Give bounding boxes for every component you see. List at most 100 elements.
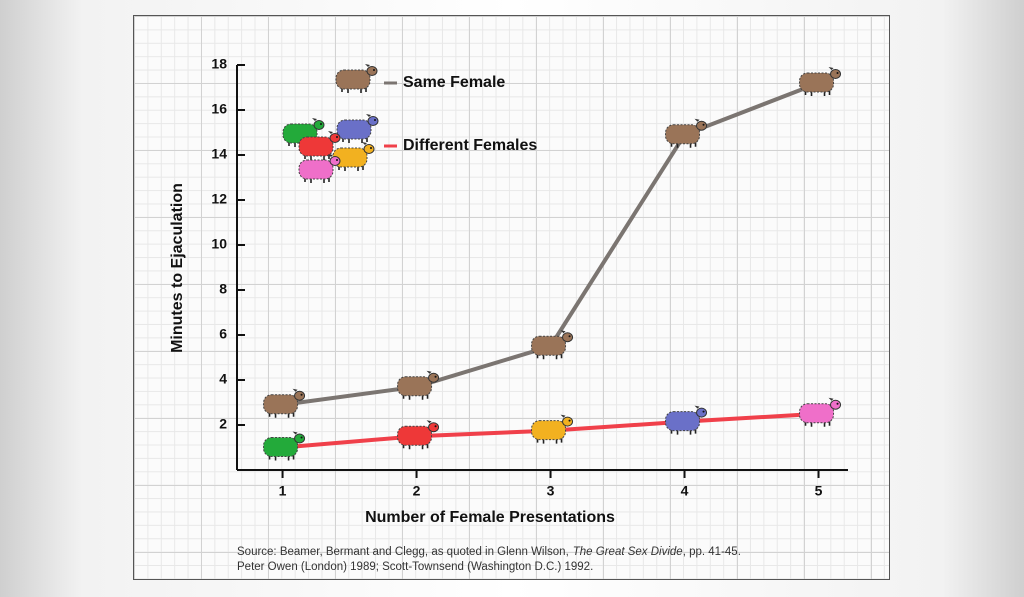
sheep-ear — [694, 118, 700, 122]
sheep-body — [397, 376, 433, 397]
sheep-ear — [560, 414, 566, 418]
sheep-ear — [292, 388, 298, 392]
sheep-eye — [434, 425, 437, 428]
sheep-body — [665, 411, 701, 432]
sheep-ear — [328, 154, 333, 157]
sheep-ear — [362, 142, 367, 145]
sheep-ear — [426, 370, 432, 374]
y-axis-title: Minutes to Ejaculation — [169, 183, 186, 353]
source-line: Peter Owen (London) 1989; Scott-Townsend… — [237, 561, 593, 573]
sheep-head — [696, 120, 708, 131]
x-tick-label: 5 — [815, 483, 823, 499]
y-tick-label: 2 — [219, 416, 227, 432]
x-tick-label: 2 — [413, 483, 421, 499]
x-tick-label: 1 — [279, 483, 287, 499]
sheep-ear — [426, 420, 432, 424]
source-text: Source: Beamer, Bermant and Clegg, as qu… — [237, 546, 569, 558]
sheep-eye — [300, 393, 303, 396]
sheep-eye — [568, 335, 571, 338]
y-tick-label: 12 — [211, 191, 227, 207]
sheep-head — [366, 66, 378, 76]
sheep-head — [329, 133, 341, 143]
sheep-eye — [320, 123, 322, 125]
sheep-eye — [300, 436, 303, 439]
sheep-head — [367, 116, 379, 126]
sheep-eye — [370, 147, 372, 149]
sheep-body — [665, 124, 701, 145]
y-tick-label: 18 — [211, 56, 227, 72]
sheep-eye — [568, 419, 571, 422]
sheep-ear — [828, 67, 834, 70]
sheep-eye — [836, 402, 839, 405]
sheep — [298, 131, 341, 160]
y-tick-label: 4 — [219, 371, 227, 387]
sheep-eye — [336, 159, 338, 161]
x-tick-label: 3 — [547, 483, 555, 499]
sheep-eye — [374, 119, 376, 121]
x-tick-label: 4 — [681, 483, 689, 499]
sheep-eye — [702, 123, 705, 126]
y-tick-label: 16 — [211, 101, 227, 117]
sheep-head — [428, 422, 440, 433]
source-line: Source: Beamer, Bermant and Clegg, as qu… — [237, 546, 741, 558]
sheep — [263, 388, 306, 418]
sheep-head — [830, 399, 842, 410]
sheep — [799, 397, 842, 427]
sheep-body — [799, 403, 835, 424]
sheep-ear — [328, 131, 333, 134]
sheep-ear — [292, 431, 298, 435]
sheep-eye — [702, 410, 705, 413]
y-tick-label: 10 — [211, 236, 227, 252]
sheep-eye — [836, 72, 839, 74]
sheep-body — [298, 136, 334, 157]
sheep-ear — [828, 397, 834, 401]
sheep-body — [799, 72, 835, 93]
sheep — [335, 64, 378, 93]
sheep — [298, 154, 341, 183]
sheep-head — [428, 372, 440, 383]
sheep-body — [336, 119, 372, 140]
sheep — [531, 414, 574, 444]
sheep — [263, 431, 306, 461]
sheep-head — [562, 416, 574, 427]
legend-label: Different Females — [403, 137, 537, 154]
sheep — [665, 405, 708, 435]
source-pages: , pp. 41-45. — [683, 546, 741, 558]
sheep — [336, 114, 379, 143]
sheep-ear — [560, 330, 566, 334]
sheep-body — [531, 420, 567, 441]
sheep-eye — [373, 69, 375, 71]
sheep-head — [696, 407, 708, 418]
x-axis-title: Number of Female Presentations — [365, 509, 615, 526]
y-tick-label: 8 — [219, 281, 227, 297]
y-tick-label: 6 — [219, 326, 227, 342]
sheep-body — [263, 394, 299, 415]
sheep-head — [294, 433, 306, 444]
sheep — [397, 370, 440, 400]
sheep-ear — [366, 114, 371, 117]
sheep-ear — [312, 118, 317, 121]
sheep-head — [830, 69, 842, 79]
legend-label: Same Female — [403, 74, 505, 91]
sheep-body — [335, 69, 371, 90]
sheep-body — [263, 437, 299, 457]
sheep-head — [363, 144, 375, 154]
sheep-head — [329, 156, 341, 166]
sheep-ear — [694, 405, 700, 409]
source-book: The Great Sex Divide — [573, 546, 683, 558]
sheep-body — [298, 159, 334, 180]
sheep — [397, 420, 440, 450]
sheep — [332, 142, 375, 171]
sheep-eye — [434, 375, 437, 378]
sheep-body — [531, 335, 567, 356]
sheep — [665, 118, 708, 148]
chart-card — [133, 15, 890, 580]
sheep-eye — [336, 136, 338, 138]
y-tick-label: 14 — [211, 146, 227, 162]
sheep-head — [294, 390, 306, 401]
sheep-ear — [365, 64, 370, 67]
sheep-head — [562, 332, 574, 343]
sheep — [799, 67, 842, 96]
